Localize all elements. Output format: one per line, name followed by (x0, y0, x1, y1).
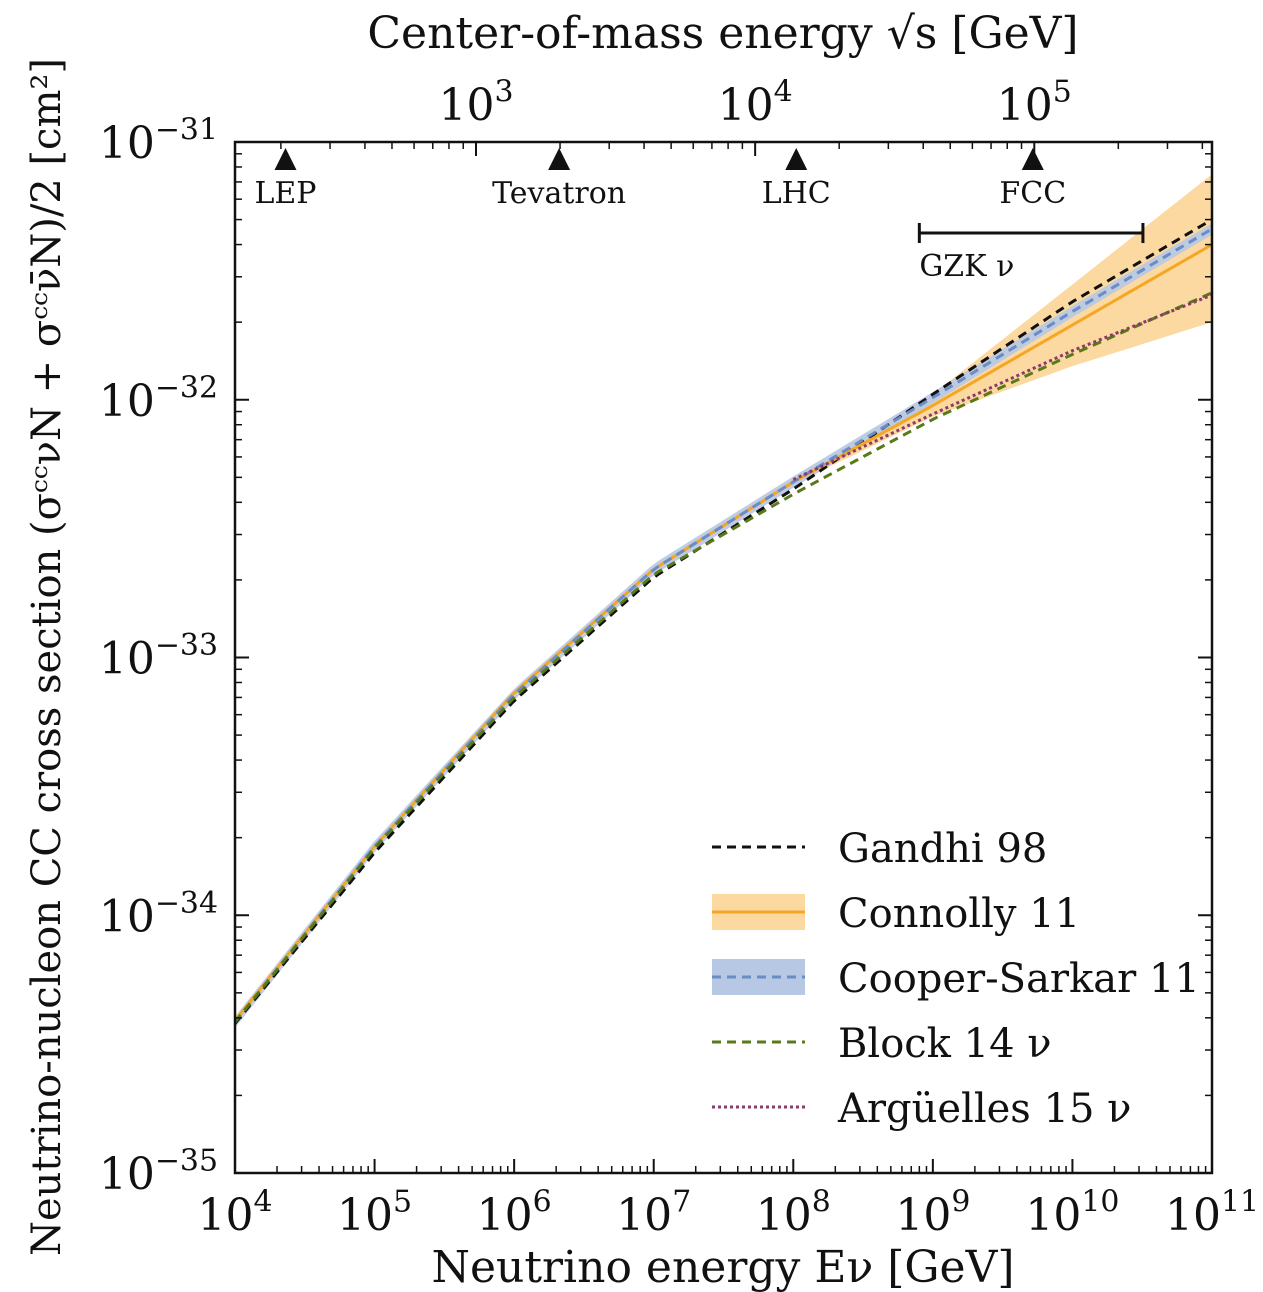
legend-label: Block 14 ν (838, 1021, 1052, 1067)
x-tick-label: 1011 (1165, 1185, 1259, 1241)
y-tick-label: 10−32 (99, 370, 218, 426)
x-tick-label: 107 (616, 1185, 691, 1241)
legend-label: Argüelles 15 ν (837, 1086, 1131, 1132)
x2-tick-label: 103 (438, 75, 513, 131)
x2-tick-label: 105 (997, 75, 1072, 131)
legend-label: Gandhi 98 (838, 826, 1047, 872)
x-tick-label: 104 (197, 1185, 272, 1241)
x-tick-label: 109 (895, 1185, 970, 1241)
marker-lhc-triangle (785, 148, 808, 170)
series-line-block-14 (233, 291, 1213, 1024)
marker-lep-triangle (274, 148, 297, 170)
legend-label: Connolly 11 (838, 891, 1080, 937)
marker-fcc-label: FCC (999, 176, 1066, 211)
series-line-arg-elles-15 (792, 293, 1213, 481)
marker-tevatron-triangle (548, 148, 571, 170)
x-axis-label: Neutrino energy Eν [GeV] (431, 1242, 1014, 1292)
x-tick-label: 105 (337, 1185, 412, 1241)
y-tick-label: 10−34 (99, 886, 218, 942)
legend-label: Cooper-Sarkar 11 (838, 956, 1200, 1002)
y-tick-label: 10−31 (99, 113, 218, 169)
y-tick-label: 10−33 (99, 628, 218, 684)
marker-fcc-triangle (1021, 148, 1044, 170)
gzk-range-label: GZK ν (919, 249, 1014, 284)
x2-axis-label: Center-of-mass energy √s [GeV] (367, 8, 1078, 59)
x-tick-label: 1010 (1025, 1185, 1119, 1241)
marker-lhc-label: LHC (762, 176, 831, 211)
marker-tevatron-label: Tevatron (492, 176, 626, 211)
marker-lep-label: LEP (254, 176, 316, 211)
x-tick-label: 108 (756, 1185, 831, 1241)
x2-tick-label: 104 (718, 75, 793, 131)
y-axis-label: Neutrino-nucleon CC cross section (σᶜᶜνN… (24, 58, 70, 1256)
y-tick-label: 10−35 (99, 1144, 218, 1200)
x-tick-label: 106 (477, 1185, 552, 1241)
